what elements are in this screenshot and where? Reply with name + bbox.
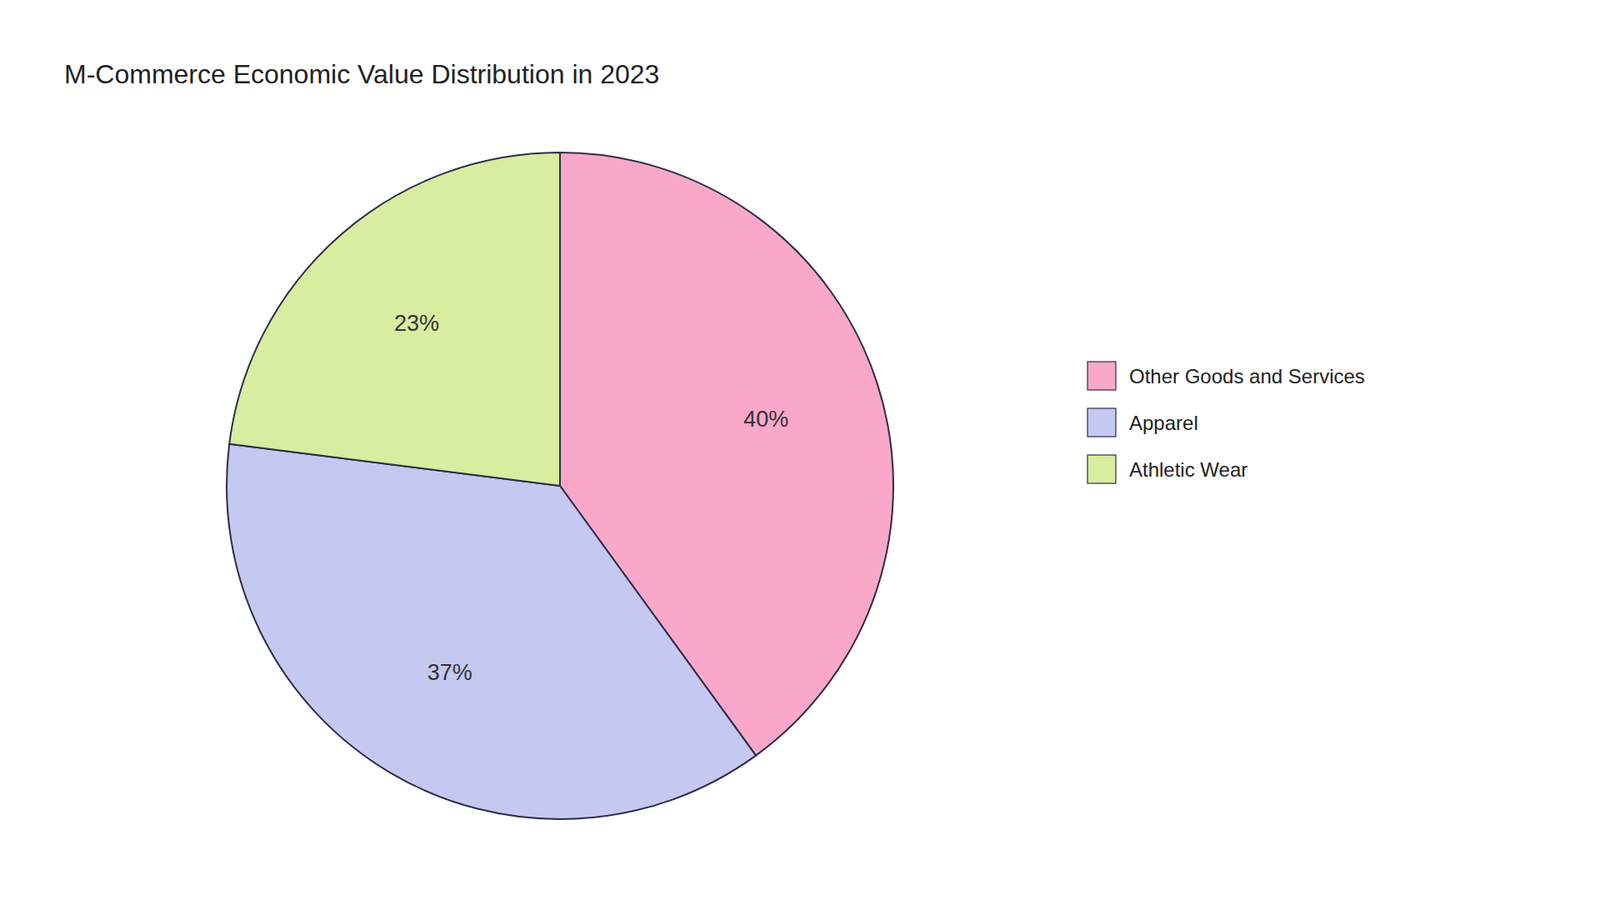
legend-swatch — [1087, 361, 1116, 390]
legend-swatch — [1087, 455, 1116, 484]
legend-entry: Other Goods and Services — [1129, 365, 1365, 388]
data-label: 23% — [394, 310, 440, 336]
page-body: {"chart_data": {"type": "pie", "title": … — [0, 0, 1600, 900]
page: Chart html, body { margin: 0; padding: 0… — [0, 0, 1600, 900]
pie-labels: 40% 37% 23% — [394, 310, 789, 685]
chart-svg: M-Commerce Economic Value Distribution i… — [0, 0, 1600, 900]
data-label: 40% — [743, 406, 789, 432]
chart-title: M-Commerce Economic Value Distribution i… — [64, 59, 660, 90]
pie-slice — [226, 444, 756, 820]
pie-slice — [229, 152, 560, 486]
chart-container: M-Commerce Economic Value Distribution i… — [0, 0, 1600, 900]
legend-entry: Apparel — [1129, 411, 1199, 435]
legend: Other Goods and Services Apparel Athletic … — [1087, 361, 1365, 484]
background — [0, 0, 1600, 900]
legend-entry: Athletic Wear — [1129, 458, 1248, 481]
data-label: 37% — [427, 660, 473, 685]
legend-swatch — [1087, 408, 1116, 437]
pie-slices — [226, 152, 894, 820]
